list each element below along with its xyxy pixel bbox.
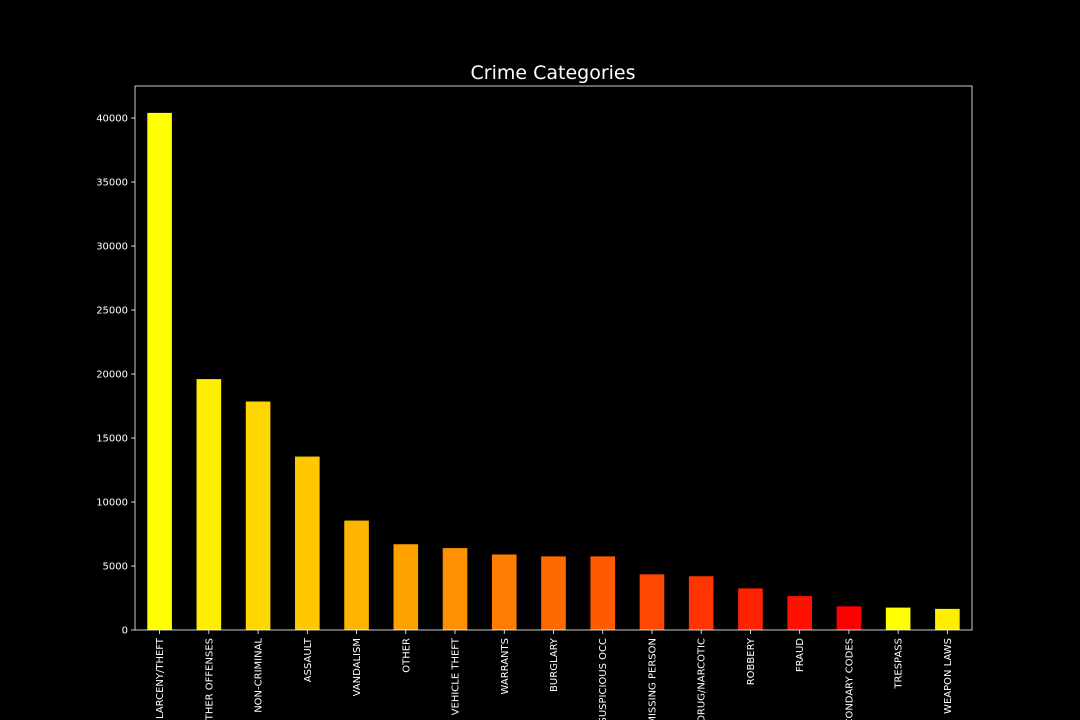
x-tick-label-7: WARRANTS [500,638,511,694]
bar-12 [738,588,763,630]
y-tick-label-3: 15000 [96,434,128,445]
y-tick-label-7: 35000 [96,178,128,189]
bar-2 [245,401,271,630]
x-tick-label-8: BURGLARY [549,637,560,692]
bar-14 [836,606,862,630]
bar-9 [590,556,616,630]
bar-5 [393,544,419,630]
x-tick-label-0: LARCENY/THEFT [155,637,166,719]
bar-6 [442,548,468,630]
bar-16 [935,608,960,630]
bar-8 [541,556,566,630]
x-tick-label-11: DRUG/NARCOTIC [697,638,708,720]
x-tick-label-5: OTHER [401,638,412,673]
bar-3 [295,456,320,630]
bar-10 [639,574,665,630]
bar-7 [491,554,517,630]
y-tick-label-4: 20000 [96,370,128,381]
x-tick-label-16: WEAPON LAWS [943,638,954,714]
y-tick-label-8: 40000 [96,114,128,125]
x-tick-label-6: VEHICLE THEFT [451,637,462,715]
x-tick-label-10: MISSING PERSON [647,638,658,720]
chart-title: Crime Categories [470,62,635,84]
bar-0 [147,112,172,630]
x-tick-label-14: SECONDARY CODES [844,638,855,720]
x-tick-label-12: ROBBERY [746,637,757,685]
x-tick-label-2: NON-CRIMINAL [254,638,265,713]
bar-11 [688,576,714,630]
x-tick-label-3: ASSAULT [303,637,314,682]
x-tick-label-9: SUSPICIOUS OCC [598,638,609,720]
y-tick-label-1: 5000 [103,562,128,573]
x-tick-label-1: OTHER OFFENSES [204,638,215,720]
bar-4 [344,520,369,630]
x-tick-label-15: TRESPASS [894,638,905,690]
bar-13 [787,596,812,630]
x-tick-label-4: VANDALISM [352,638,363,696]
y-tick-label-2: 10000 [96,498,128,509]
bar-1 [196,379,222,630]
x-tick-label-13: FRAUD [795,638,806,672]
plot-area: 0 5000 10000 15000 20000 25000 30000 35000 40000… [96,85,973,720]
y-tick-label-0: 0 [122,626,128,637]
bar-15 [885,607,911,630]
y-tick-label-5: 25000 [96,306,128,317]
y-tick-label-6: 30000 [96,242,128,253]
